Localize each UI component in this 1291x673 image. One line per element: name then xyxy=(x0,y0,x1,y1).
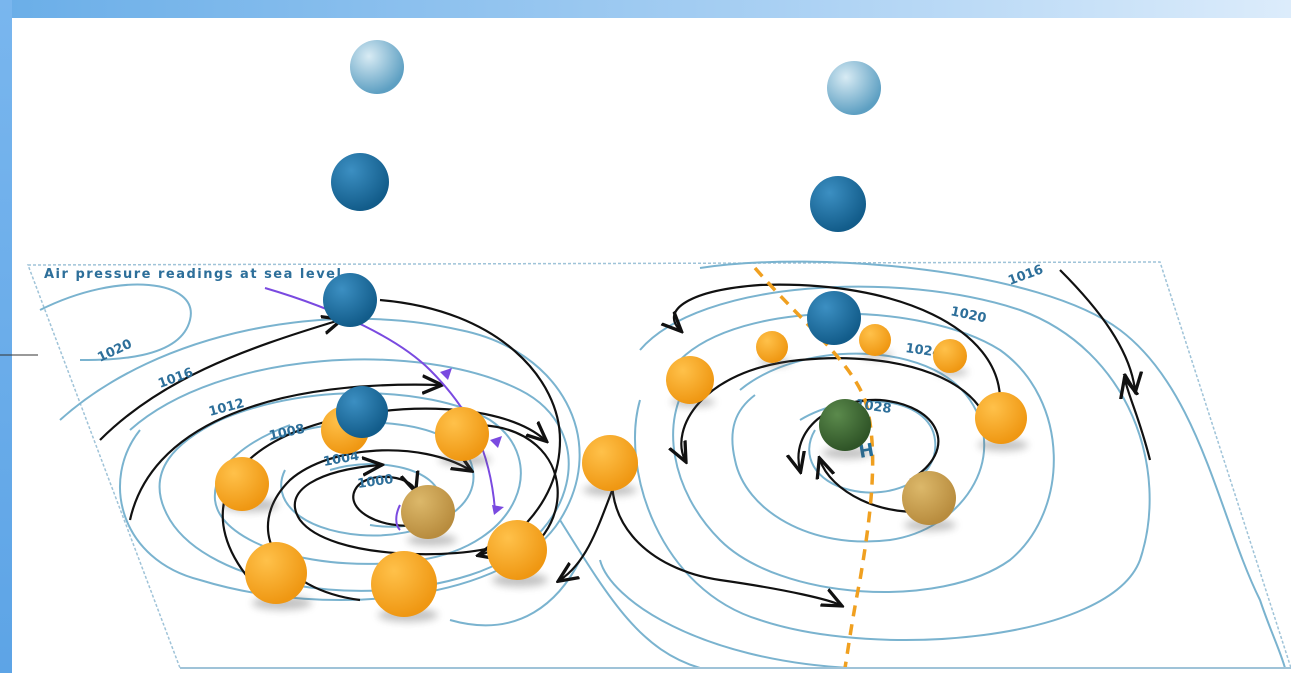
trough-line xyxy=(753,266,875,669)
air-sphere-blue xyxy=(323,273,377,327)
air-sphere-orange xyxy=(215,457,269,511)
air-sphere-blue xyxy=(810,176,866,232)
right-wind-arrows xyxy=(610,269,1152,605)
isobar-label: 1004 xyxy=(322,449,360,470)
air-sphere-light xyxy=(350,40,404,94)
isobar-label: 1020 xyxy=(949,304,988,326)
isobar-label: 1024 xyxy=(904,341,942,361)
air-sphere-orange xyxy=(859,324,891,356)
air-sphere-blue xyxy=(807,291,861,345)
air-sphere-orange xyxy=(487,520,547,580)
air-sphere-orange xyxy=(371,551,437,617)
map-title: Air pressure readings at sea level xyxy=(44,267,342,282)
air-sphere-orange xyxy=(756,331,788,363)
isobar-label: 1008 xyxy=(268,422,307,444)
air-sphere-orange xyxy=(582,435,638,491)
air-sphere-orange xyxy=(975,392,1027,444)
map-plane xyxy=(26,261,1291,669)
air-sphere-tan xyxy=(902,471,956,525)
air-sphere-orange xyxy=(933,339,967,373)
right-isobars xyxy=(599,260,1286,669)
isobar-label: 1000 xyxy=(356,472,394,492)
air-sphere-orange xyxy=(435,407,489,461)
air-sphere-orange xyxy=(666,356,714,404)
air-sphere-blue xyxy=(336,386,388,438)
top-gradient-band xyxy=(0,0,1291,18)
left-gradient-band xyxy=(0,0,12,673)
air-sphere-tan xyxy=(401,485,455,539)
air-sphere-blue xyxy=(331,153,389,211)
air-sphere-green xyxy=(819,399,871,451)
air-sphere-orange xyxy=(245,542,307,604)
air-sphere-light xyxy=(827,61,881,115)
